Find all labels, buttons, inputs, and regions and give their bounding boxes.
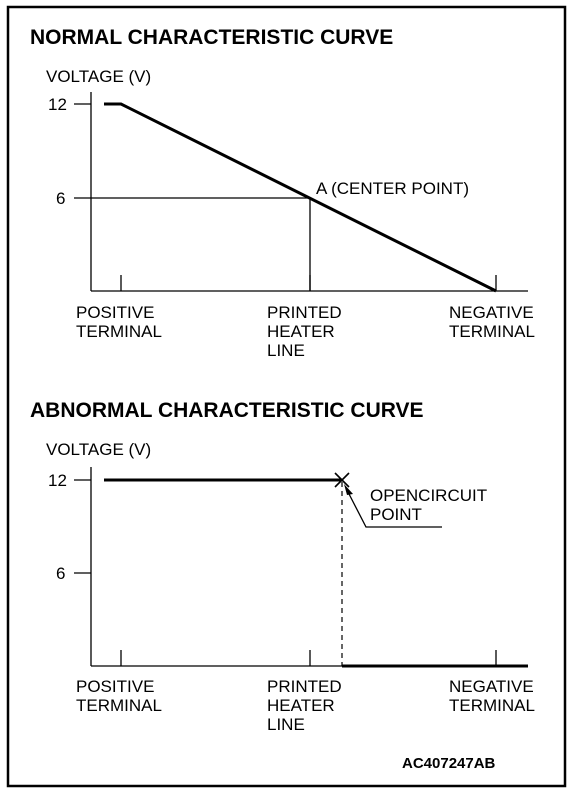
abnormal-y-tick-label-6: 6 (56, 564, 65, 583)
abnormal-y-axis-label: VOLTAGE (V) (46, 440, 151, 459)
normal-voltage-curve (104, 102, 497, 293)
normal-chart-title: NORMAL CHARACTERISTIC CURVE (30, 26, 393, 49)
figure-code: AC407247AB (402, 755, 496, 772)
open-circuit-label: OPENCIRCUIT POINT (370, 486, 492, 524)
abnormal-x-label-middle: PRINTED HEATER LINE (267, 677, 346, 734)
normal-center-point-label: A (CENTER POINT) (316, 179, 469, 198)
normal-x-label-middle: PRINTED HEATER LINE (267, 303, 346, 360)
abnormal-chart: ABNORMAL CHARACTERISTIC CURVE VOLTAGE (V… (30, 399, 538, 734)
normal-y-tick-label-12: 12 (48, 95, 67, 114)
normal-x-label-positive: POSITIVE TERMINAL (76, 303, 162, 341)
open-circuit-x-icon (334, 472, 350, 488)
abnormal-y-tick-label-12: 12 (48, 471, 67, 490)
normal-x-label-negative: NEGATIVE TERMINAL (449, 303, 538, 341)
abnormal-chart-title: ABNORMAL CHARACTERISTIC CURVE (30, 399, 424, 422)
open-circuit-arrowhead-icon (344, 484, 353, 495)
normal-y-tick-label-6: 6 (56, 189, 65, 208)
figure-border (6, 5, 567, 788)
open-circuit-leader-line (347, 491, 442, 528)
abnormal-x-label-positive: POSITIVE TERMINAL (76, 677, 162, 715)
normal-chart: NORMAL CHARACTERISTIC CURVE VOLTAGE (V) … (30, 26, 538, 360)
abnormal-x-label-negative: NEGATIVE TERMINAL (449, 677, 538, 715)
normal-y-axis-label: VOLTAGE (V) (46, 67, 151, 86)
